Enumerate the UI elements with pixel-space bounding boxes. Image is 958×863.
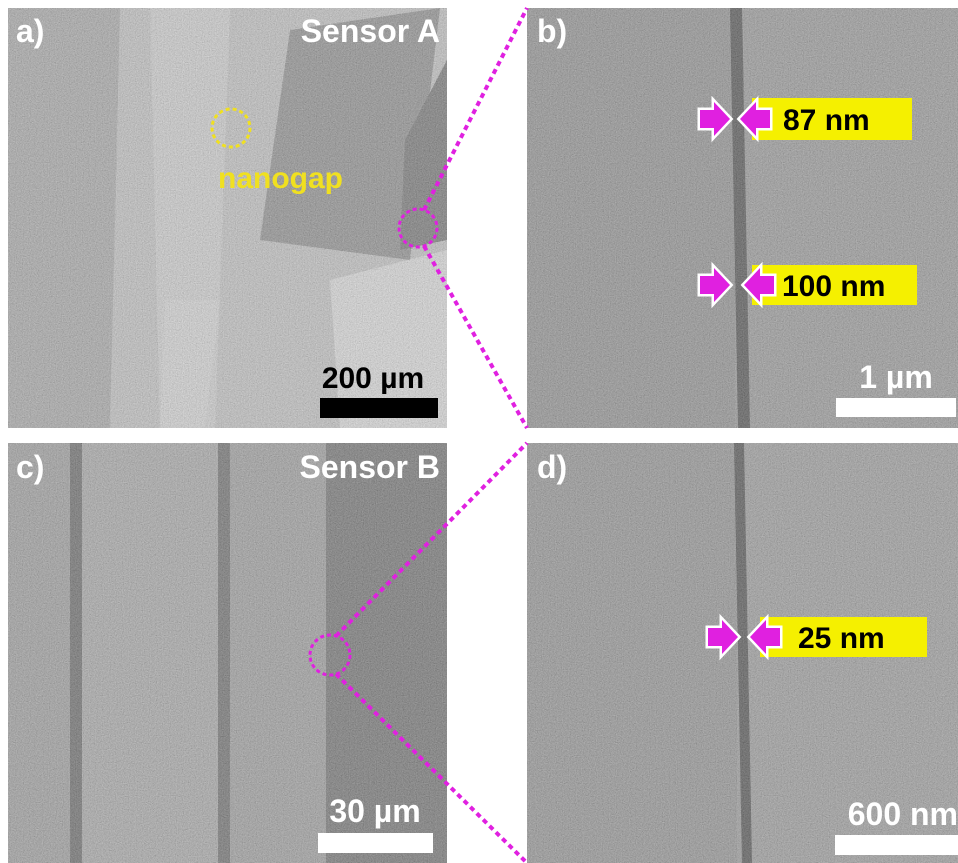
scale-label: 200 µm	[322, 362, 424, 395]
scale-bar	[835, 835, 958, 855]
scale-label: 1 µm	[859, 359, 933, 395]
measurement: 25 nm	[798, 622, 885, 655]
measurement: 87 nm	[783, 104, 870, 137]
scale-bar	[320, 398, 438, 418]
panel-label: a)	[16, 13, 44, 49]
panel-label: c)	[16, 449, 44, 485]
figure: nanogap a) Sensor A 200 µm 87 nm 100 nm …	[0, 0, 958, 863]
panel-title: Sensor A	[301, 13, 440, 49]
panel-title: Sensor B	[300, 449, 440, 485]
scale-label: 30 µm	[329, 793, 420, 829]
scale-bar	[836, 398, 956, 417]
annotation: nanogap	[218, 162, 343, 195]
scale-bar	[318, 833, 433, 853]
panel-label: b)	[537, 13, 567, 49]
measurement: 100 nm	[782, 270, 885, 303]
scale-label: 600 nm	[848, 796, 958, 832]
panel-label: d)	[537, 449, 567, 485]
